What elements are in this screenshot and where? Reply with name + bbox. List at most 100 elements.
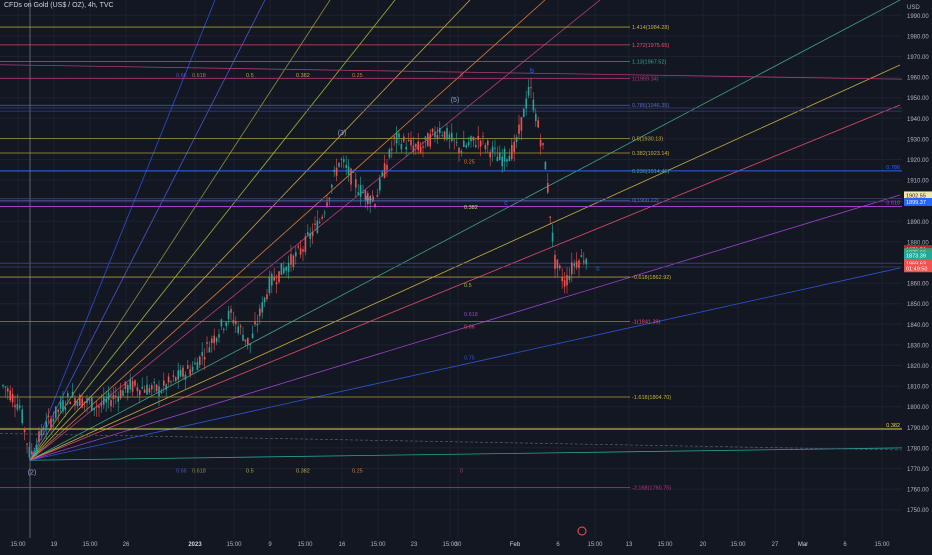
candle-body [259,308,261,317]
candle-body [7,388,9,392]
candle-body [191,366,194,372]
candle-body [9,390,11,401]
candle-body [43,433,45,435]
wave-label: c [504,200,508,207]
price-axis[interactable]: 1990.00 1980.00 1970.00 1960.00 1950.00 1940.… [904,5,932,514]
symbol-title[interactable]: CFDs on Gold (US$ / OZ), 4h, TVC [4,2,114,9]
fan-label: 0.66 [176,469,187,475]
candle-body [155,384,158,392]
candle-body [98,405,100,408]
candle-body [254,321,256,325]
candle-body [568,275,571,281]
candle-body [561,277,563,282]
candle-body [503,148,506,162]
candle-body [487,140,489,146]
candle-body [549,216,551,218]
price-tick: 1950.00 [907,96,929,102]
candle-body [374,204,376,207]
time-tick: Feb [510,542,521,548]
candle-body [496,156,499,162]
candle-body [532,99,535,111]
candle-body [237,326,239,334]
scroll-realtime-icon[interactable] [577,526,587,536]
fan-label: 0 [460,73,463,79]
candle-body [350,168,352,185]
candle-body [208,347,211,353]
fib-level-label: -1.618(1804.70) [632,395,671,401]
wave-label: (5) [451,97,460,104]
line-label: 0.618 [886,200,900,206]
candle-body [285,266,287,271]
candle-body [95,406,98,408]
candle-body [179,369,182,377]
candle-body [323,212,326,214]
price-tick: 1800.00 [907,405,929,411]
candle-body [355,179,357,188]
candle-body [367,192,369,204]
candle-body [287,262,290,272]
candle-body [520,117,523,131]
fib-level-label: 0.382(1923.14) [632,151,669,157]
candle-body [427,133,429,147]
candle-body [64,407,67,410]
candle-body [2,385,4,387]
candle-body [513,141,515,152]
fan-label: 0.25 [352,469,363,475]
candle-body [422,146,424,148]
candle-body [580,255,583,257]
candle-body [105,399,107,403]
time-tick: 9 [268,542,272,548]
trend-line [0,64,903,80]
trend-line [0,433,903,451]
candle-body [83,401,86,403]
price-tick: 1780.00 [907,446,929,452]
candle-body [21,409,23,424]
candle-body [417,141,419,151]
candle-body [40,428,43,436]
candle-body [357,192,359,195]
candle-body [211,338,213,343]
price-badge [904,251,932,260]
candle-body [398,133,400,138]
time-tick: 15:00 [10,542,26,548]
price-tick: 1810.00 [907,385,929,391]
candle-body [52,418,55,422]
fan-ray [29,104,901,461]
candle-body [484,145,487,149]
candle-body [376,194,379,198]
candle-body [448,134,451,139]
candle-body [151,385,153,390]
fan-label: 0.25 [464,160,475,166]
candle-body [359,185,362,198]
fan-label: 0.66 [176,73,187,79]
price-badge-text: 1873.39 [906,254,926,260]
time-axis[interactable]: 15:00 19 15:00 26 2023 15:00 9 15:00 16 15:00 23 15… [10,526,890,548]
trend-line [29,447,903,461]
candle-body [530,87,532,89]
candle-body [571,262,573,275]
candle-body [455,142,458,143]
candle-body [170,381,172,383]
candle-body [275,282,278,285]
time-tick: 27 [772,542,779,548]
time-tick: 26 [123,542,130,548]
time-tick: 15:00 [370,542,386,548]
candle-body [107,392,110,401]
candle-body [307,232,309,235]
price-tick: 1760.00 [907,488,929,494]
candle-body [199,356,201,366]
candle-body [160,391,163,393]
fan-label: 0.25 [352,73,363,79]
candle-body [465,145,467,148]
candle-body [119,389,122,399]
candle-body [407,140,410,141]
candle-body [566,275,568,286]
wave-label: (2) [28,470,37,477]
price-tick: 1790.00 [907,426,929,432]
candle-body [424,136,427,140]
candle-body [419,146,422,153]
fib-horizontal-lines [0,26,902,488]
candle-body [467,142,470,146]
